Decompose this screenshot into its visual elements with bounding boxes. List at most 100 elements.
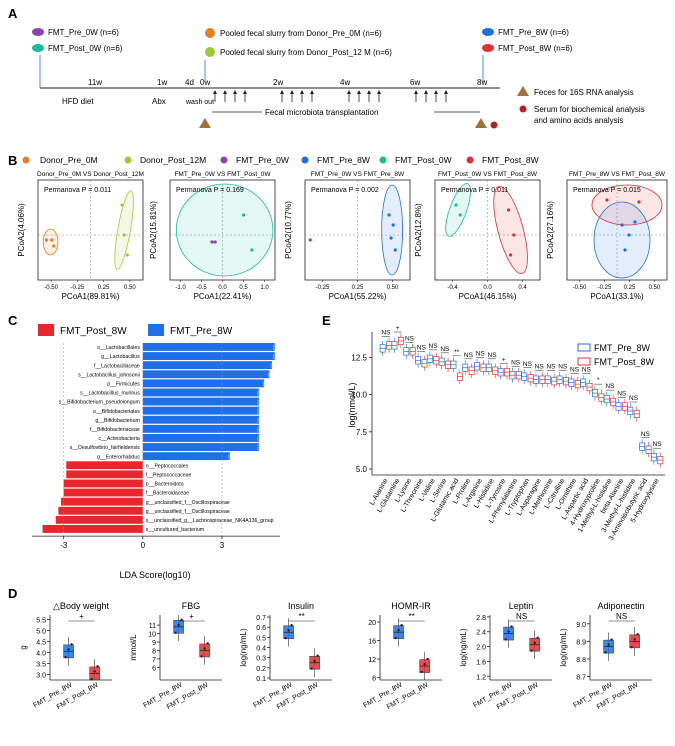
time-2w: 2w [273,78,283,87]
legend-e-post-swatch [577,357,591,366]
pcoa-point-2-3 [389,236,393,240]
lda-bar-2 [142,361,273,370]
d-point-4-0-0 [504,638,507,641]
pcoa-point-2-4 [393,248,397,252]
fmt-arrowhead-0 [213,90,217,94]
legend-dot-post-8w [466,156,474,164]
fmt-arrowhead-9 [357,90,361,94]
d-ytick-label-1-4: 10 [148,632,156,639]
pcoa-ylabel-3: PCoA2(12.8%) [414,203,423,257]
pcoa-ylabel-2: PCoA2(10.77%) [284,201,293,259]
d-ytick-label-2-3: 0.4 [256,646,266,653]
legend-b-2: FMT_Pre_0W [236,155,289,165]
d-ytick-label-0-0: 3.0 [36,672,46,679]
d-ytick-label-3-0: 8 [372,676,376,683]
panel-c-legend: FMT_Post_8W FMT_Pre_8W [38,324,233,337]
d-ytick-label-1-0: 6 [152,665,156,672]
lda-bar-17 [61,497,143,506]
legend-e-pre-swatch [577,343,591,352]
legend-a-pre-8w: FMT_Pre_8W (n=6) [498,28,569,37]
serum-icon-8w [490,121,498,129]
amino-sig-8: NS [476,350,486,357]
d-sig-1: + [189,612,194,621]
legend-a-pre-0w: FMT_Pre_0W (n=6) [48,28,119,37]
d-ytick-label-0-4: 5.0 [36,628,46,635]
fmt-arrowhead-4 [280,90,284,94]
d-sig-3: ** [409,612,415,621]
pcoa-point-3-2 [506,208,511,212]
lda-bar-1 [142,352,275,360]
legend-e-post: FMT_Post_8W [594,357,655,367]
pcoa-point-3-0 [454,203,458,207]
d-point-4-1-2 [536,636,539,639]
pcoa-ellipse-4-1 [593,201,651,279]
panel-e-legend: FMT_Pre_8W FMT_Post_8W [577,343,655,367]
lda-label-7: o__Bifidobacteriales [93,409,140,415]
pcoa-point-3-3 [512,233,516,237]
pcoa-xtick-label-0-1: -0.25 [71,285,85,291]
serum-icon-legend [519,105,527,113]
panel-b-pcoa-plots: Donor_Pre_0M VS Donor_Post_12M Permanova … [17,171,668,301]
pcoa-ellipse-0-1 [114,190,134,270]
amino-sig-10: + [502,356,506,363]
d-point-5-0-1 [607,643,610,646]
amino-sig-6: ** [454,349,460,356]
lda-label-11: s__Desulfovibrio_fairfieldensis [70,445,140,451]
d-point-4-1-0 [530,649,533,652]
lda-bar-5 [142,388,259,397]
pcoa-xtick-label-1-0: -1.0 [175,285,186,291]
lda-label-14: f__Peptococcaceae [146,473,192,479]
d-point-1-1-1 [203,647,206,650]
fmt-arrowhead-3 [243,90,247,94]
d-point-1-1-0 [200,655,203,658]
d-ytick-label-2-0: 0.1 [256,676,266,683]
pcoa-point-0-1 [50,238,54,242]
label-washout: wash out [185,99,214,106]
lda-bar-14 [66,470,143,479]
lda-bar-19 [55,515,143,524]
amino-ytick-label-1: 7.5 [356,428,368,437]
fmt-arrowhead-6 [300,90,304,94]
pcoa-permanova-2: Permanova P = 0.002 [311,187,379,194]
lda-bar-10 [142,434,259,442]
amino-sig-12: NS [523,361,533,368]
amino-sig-5: NS [440,346,450,353]
feces-icon-0w [199,118,211,128]
d-point-3-1-0 [420,670,423,674]
lda-label-6: s__Bifidobacterium_pseudolongum [59,400,140,406]
lda-bar-15 [63,479,143,488]
d-point-0-1-2 [96,665,99,668]
lda-label-18: g__unclassified_f__Oscillospiraceae [146,509,230,515]
mouse-icon-pre-0w [32,28,44,36]
amino-sig-2: NS [405,335,415,342]
d-ytick-label-1-1: 7 [152,657,156,664]
mouse-icon-pre-8w [482,28,494,36]
lda-xtick-label-0: -3 [60,541,68,550]
legend-feces: Feces for 16S RNA analysis [534,88,634,97]
d-point-3-1-1 [423,662,426,666]
d-ytick-label-2-6: 0.7 [256,615,266,622]
amino-ylabel: log(nmol/L) [347,382,357,427]
legend-a-donor-pre: Pooled fecal slurry from Donor_Pre_0M (n… [220,29,382,38]
feces-icon-legend [517,86,529,96]
d-ytick-label-2-5: 0.6 [256,625,266,632]
pcoa-permanova-4: Permanova P = 0.015 [573,187,641,194]
donor-pre-icon [205,28,215,38]
feces-icon-8w [475,118,487,128]
d-point-1-0-2 [180,618,183,621]
amino-sig-7: NS [464,352,474,359]
time-4w: 4w [340,78,350,87]
d-point-4-0-1 [507,630,510,633]
d-sig-4: NS [516,612,527,621]
pcoa-point-4-3 [627,233,631,237]
fmt-arrows [213,90,448,102]
time-0w: 0w [200,78,210,87]
d-sig-5: NS [616,612,627,621]
lda-label-3: s__Lactobacillus_johnsonii [78,372,140,378]
amino-sig-1: + [396,325,400,332]
pcoa-point-3-1 [458,213,462,217]
lda-label-9: f__Bifidobacteriaceae [90,427,140,433]
lda-bar-13 [66,461,143,470]
pcoa-xlabel-2: PCoA1(55.22%) [329,292,387,301]
pcoa-xtick-label-2-1: 0.25 [352,285,364,291]
